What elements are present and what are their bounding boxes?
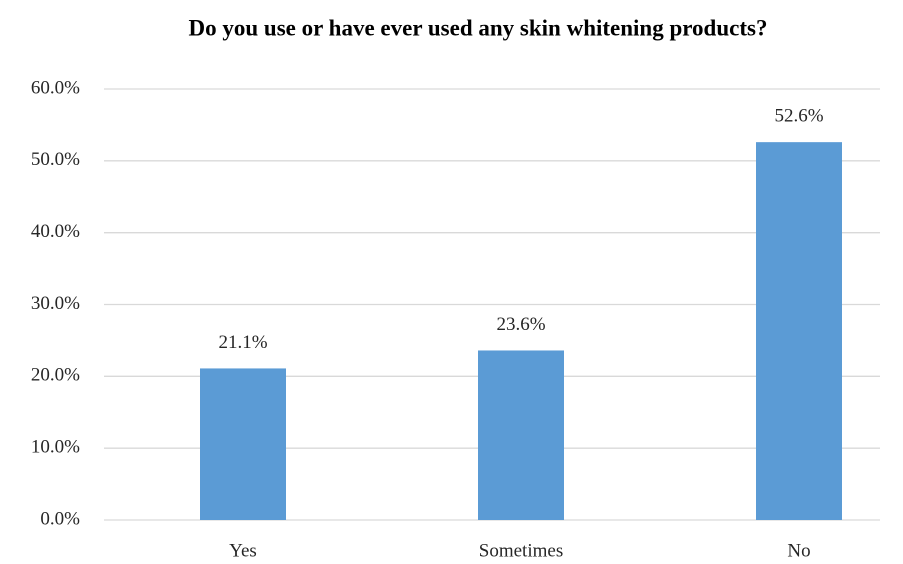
y-tick-label: 50.0% — [31, 149, 80, 170]
chart-title: Do you use or have ever used any skin wh… — [189, 15, 768, 40]
y-tick-label: 30.0% — [31, 293, 80, 314]
bar — [478, 350, 564, 520]
value-label: 21.1% — [218, 332, 267, 353]
y-tick-label: 0.0% — [40, 508, 80, 529]
y-tick-label: 10.0% — [31, 437, 80, 458]
y-tick-label: 20.0% — [31, 365, 80, 386]
y-tick-label: 40.0% — [31, 221, 80, 242]
bar — [756, 142, 842, 520]
x-tick-label: Yes — [229, 540, 257, 561]
y-tick-label: 60.0% — [31, 77, 80, 98]
value-label: 52.6% — [774, 106, 823, 127]
x-tick-label: Sometimes — [479, 540, 563, 561]
x-tick-label: No — [787, 540, 810, 561]
bar — [200, 368, 286, 520]
value-label: 23.6% — [496, 314, 545, 335]
